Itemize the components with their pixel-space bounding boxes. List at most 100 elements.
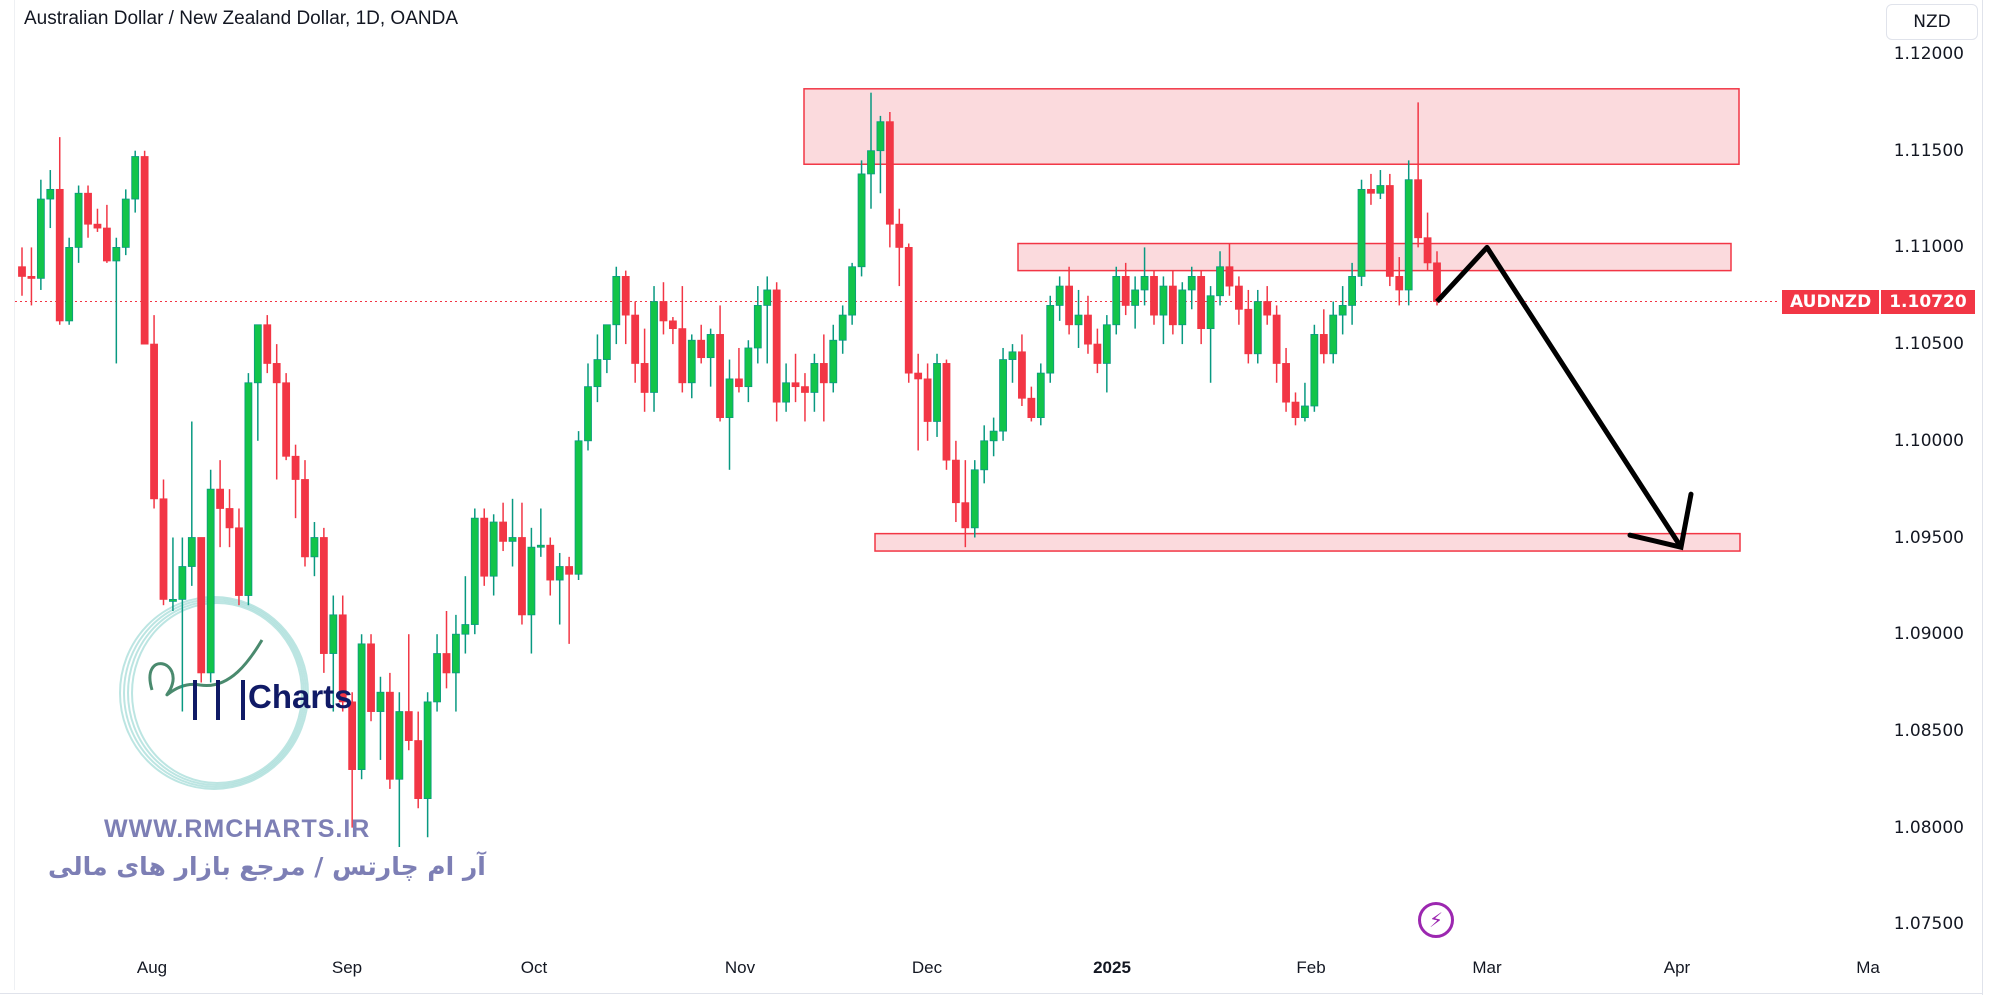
candle-down (1423, 237, 1432, 264)
time-tick: Oct (520, 958, 548, 977)
time-tick: Apr (1663, 958, 1691, 977)
candle-up (867, 150, 875, 175)
candle-down (735, 378, 743, 388)
price-tick: 1.07500 (1893, 914, 1964, 935)
label-separator (1879, 290, 1882, 314)
candle-down (697, 339, 706, 359)
candle-down (272, 363, 281, 384)
candle-down (819, 363, 828, 384)
candle-up (508, 537, 517, 542)
candle-up (178, 566, 187, 600)
candle-up (310, 537, 319, 558)
candle-up (1357, 188, 1366, 277)
candle-up (584, 386, 592, 442)
candle-up (46, 188, 55, 200)
candle-up (1348, 276, 1356, 306)
watermark-tagline: آر ام چارتس / مرجع بازار های مالی (48, 852, 486, 881)
candle-down (678, 328, 687, 384)
price-tick: 1.08000 (1893, 817, 1964, 838)
candle-down (801, 386, 809, 393)
candle-up (1216, 266, 1224, 297)
candle-up (810, 363, 819, 393)
candle-down (1319, 334, 1328, 355)
candle-up (753, 305, 762, 349)
candle-up (1112, 276, 1121, 326)
price-tick: 1.10000 (1893, 430, 1964, 451)
candle-up (1329, 314, 1338, 355)
candle-down (716, 334, 724, 418)
candle-up (433, 653, 441, 703)
candle-down (225, 508, 234, 529)
price-tick: 1.10500 (1893, 334, 1964, 355)
candle-up (650, 301, 658, 393)
candle-up (829, 339, 838, 384)
candle-down (84, 192, 92, 225)
candle-up (1178, 289, 1187, 326)
price-tick: 1.12000 (1893, 44, 1964, 64)
candle-down (93, 223, 102, 229)
candle-down (1235, 285, 1243, 310)
candle-up (1206, 295, 1215, 330)
candle-down (546, 544, 555, 581)
candle-down (319, 537, 328, 654)
candle-up (999, 359, 1007, 432)
chart-left-border (14, 0, 15, 990)
candle-down (1291, 401, 1300, 418)
candle-up (536, 544, 545, 548)
candle-down (27, 276, 36, 279)
candle-down (18, 266, 26, 277)
chart-title: Australian Dollar / New Zealand Dollar, … (24, 8, 459, 29)
candle-up (1140, 276, 1149, 291)
candle-down (442, 653, 451, 674)
last-price-label: AUDNZD 1.10720 (1782, 290, 1975, 314)
candle-up (857, 173, 866, 268)
candle-down (235, 527, 243, 596)
candle-up (489, 521, 498, 577)
time-tick: Ma (1856, 958, 1880, 977)
candle-up (1310, 334, 1319, 407)
candle-up (470, 517, 479, 625)
candle-up (357, 643, 366, 770)
candle-down (150, 343, 158, 500)
candle-down (772, 289, 781, 403)
candle-up (980, 440, 989, 471)
candle-down (791, 382, 800, 388)
axis-border (1982, 0, 1983, 995)
candle-down (640, 363, 649, 393)
candle-down (904, 246, 913, 374)
candle-down (961, 502, 970, 529)
candle-down (404, 711, 413, 741)
candle-up (461, 624, 470, 635)
candle-up (65, 246, 74, 322)
resistance-support-zone (1017, 242, 1732, 272)
lightning-icon[interactable]: ⚡ (1418, 902, 1454, 938)
candle-up (876, 121, 885, 152)
candle-up (970, 469, 979, 529)
candle-down (480, 517, 489, 577)
candle-up (1301, 405, 1309, 418)
candle-up (244, 382, 253, 596)
watermark-url: WWW.RMCHARTS.IR (104, 815, 371, 843)
time-tick: Aug (136, 958, 168, 977)
candle-down (159, 498, 168, 600)
candle-up (555, 566, 564, 581)
candle-down (1385, 185, 1394, 277)
candle-up (527, 546, 536, 616)
candle-down (952, 459, 960, 504)
candle-up (612, 276, 621, 326)
symbol-label: AUDNZD (1790, 292, 1872, 312)
candle-down (1282, 363, 1290, 403)
candle-up (74, 192, 83, 248)
candle-down (669, 320, 677, 330)
candle-down (914, 372, 923, 380)
candle-up (329, 614, 338, 654)
time-tick: Feb (1296, 958, 1326, 977)
candle-down (499, 521, 508, 542)
candle-up (687, 339, 696, 384)
candle-up (782, 382, 790, 403)
currency-button[interactable]: NZD (1886, 4, 1978, 40)
candle-up (1046, 305, 1055, 374)
candle-up (989, 430, 998, 442)
price-tick: 1.11500 (1893, 140, 1964, 161)
